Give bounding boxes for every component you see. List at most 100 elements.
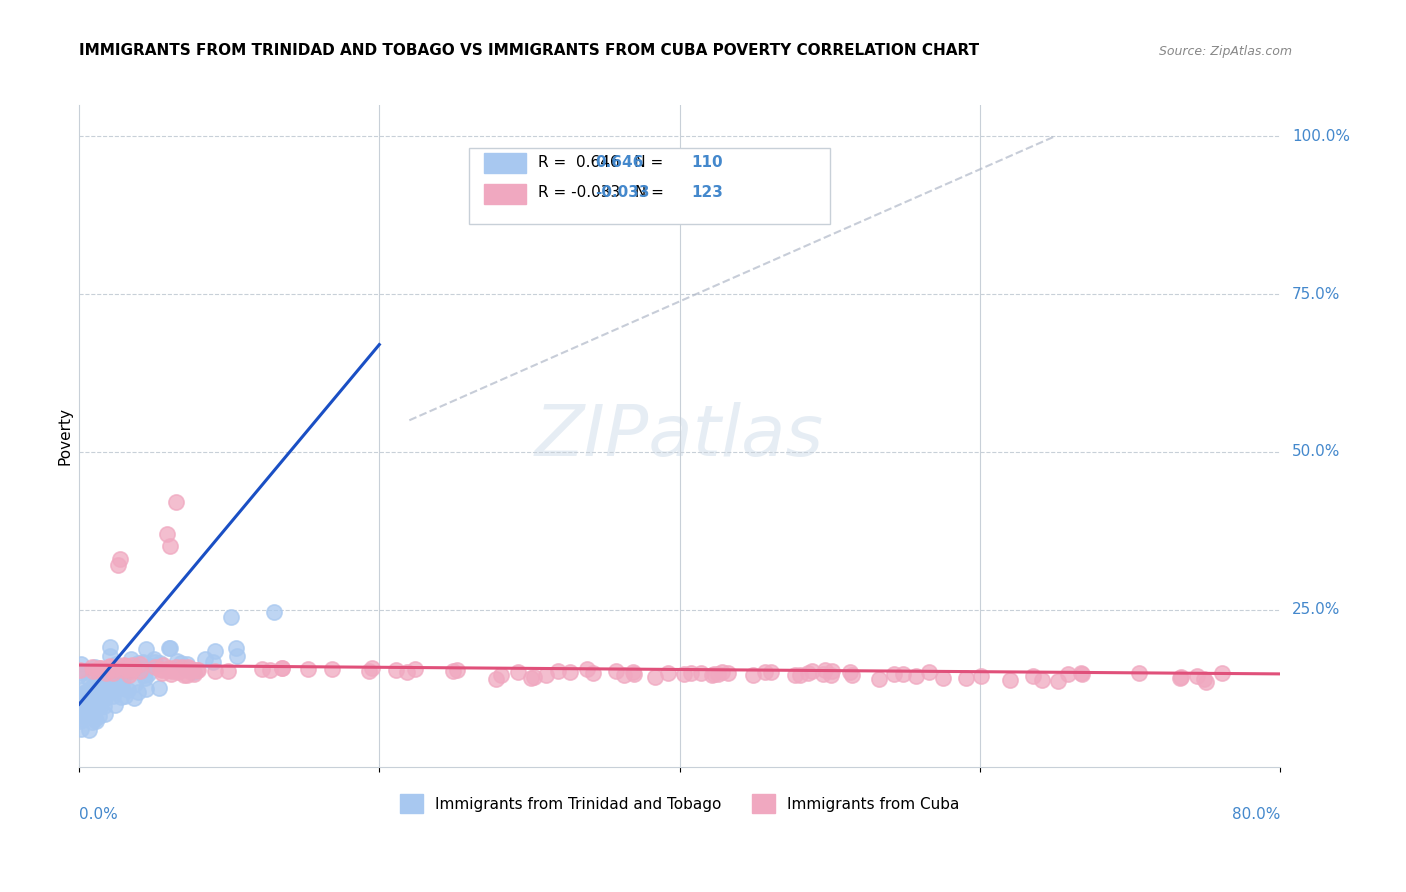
Point (904, 668, 927, 682)
Point (67, 667, 90, 681)
Point (157, 663, 180, 677)
Point (165, 495, 187, 509)
Point (86, 686, 108, 700)
Text: 80.0%: 80.0% (1232, 807, 1279, 822)
Point (72, 683, 94, 698)
Point (93, 699, 115, 714)
Point (89, 660, 111, 674)
Point (204, 664, 226, 678)
Point (969, 668, 991, 682)
Point (754, 665, 776, 679)
Point (157, 641, 180, 656)
Point (271, 661, 294, 675)
Point (100, 683, 122, 698)
Point (623, 667, 645, 681)
Point (118, 668, 141, 682)
Point (159, 640, 181, 655)
Point (159, 540, 181, 554)
Point (321, 662, 343, 676)
Point (560, 665, 582, 680)
Point (700, 668, 723, 682)
Point (101, 664, 124, 678)
Point (89, 661, 111, 675)
Point (86, 676, 108, 690)
Text: 75.0%: 75.0% (1292, 286, 1340, 301)
Point (100, 682, 122, 697)
Point (98, 648, 121, 663)
Point (148, 681, 170, 695)
Point (96, 666, 118, 681)
Point (110, 681, 132, 695)
Point (83, 682, 105, 697)
Point (496, 205, 519, 219)
Point (70, 694, 93, 708)
Point (672, 667, 695, 681)
Point (998, 673, 1021, 687)
Point (104, 698, 127, 712)
Point (73, 685, 96, 699)
Point (789, 668, 811, 682)
Point (73, 709, 96, 723)
Point (121, 657, 143, 672)
Point (883, 667, 905, 681)
Point (135, 682, 157, 697)
Point (814, 663, 837, 677)
Point (179, 664, 201, 678)
Point (489, 667, 512, 681)
Point (69, 703, 91, 717)
Point (77, 685, 100, 699)
Point (69, 700, 91, 714)
Point (105, 657, 128, 672)
Point (176, 660, 198, 674)
Point (75, 688, 97, 702)
Point (176, 662, 198, 676)
Point (162, 664, 184, 678)
Point (114, 665, 136, 680)
Point (1194, 672, 1216, 686)
Point (1195, 674, 1218, 689)
Point (98, 659, 121, 673)
Point (96, 681, 118, 695)
Point (141, 658, 163, 673)
Point (76, 689, 98, 703)
FancyBboxPatch shape (470, 148, 830, 224)
Point (143, 655, 166, 669)
Point (108, 552, 131, 566)
Point (385, 663, 408, 677)
Point (112, 658, 135, 673)
Point (183, 665, 205, 679)
Point (89, 685, 111, 699)
Text: R =  0.646   N =: R = 0.646 N = (538, 155, 668, 170)
Point (94, 707, 117, 722)
Point (138, 667, 160, 681)
Point (361, 661, 384, 675)
Point (523, 670, 546, 684)
Point (128, 664, 150, 678)
Point (75, 690, 97, 705)
Point (932, 671, 955, 685)
Point (839, 665, 862, 680)
Point (150, 665, 173, 680)
Point (84, 712, 107, 726)
Point (1057, 666, 1080, 681)
Point (108, 665, 131, 680)
Point (891, 667, 914, 681)
Point (582, 666, 605, 681)
Point (87, 670, 110, 684)
Point (225, 648, 247, 663)
Point (127, 660, 149, 674)
Point (115, 662, 138, 676)
Point (73, 687, 96, 701)
Point (69, 714, 91, 728)
Point (613, 668, 636, 682)
Point (623, 665, 645, 679)
Point (128, 657, 150, 672)
Point (124, 658, 146, 673)
Point (82, 664, 104, 678)
Point (219, 610, 242, 624)
Point (217, 665, 239, 679)
Point (1185, 669, 1208, 683)
Point (820, 668, 842, 682)
Point (1070, 666, 1092, 681)
Point (93, 691, 115, 706)
